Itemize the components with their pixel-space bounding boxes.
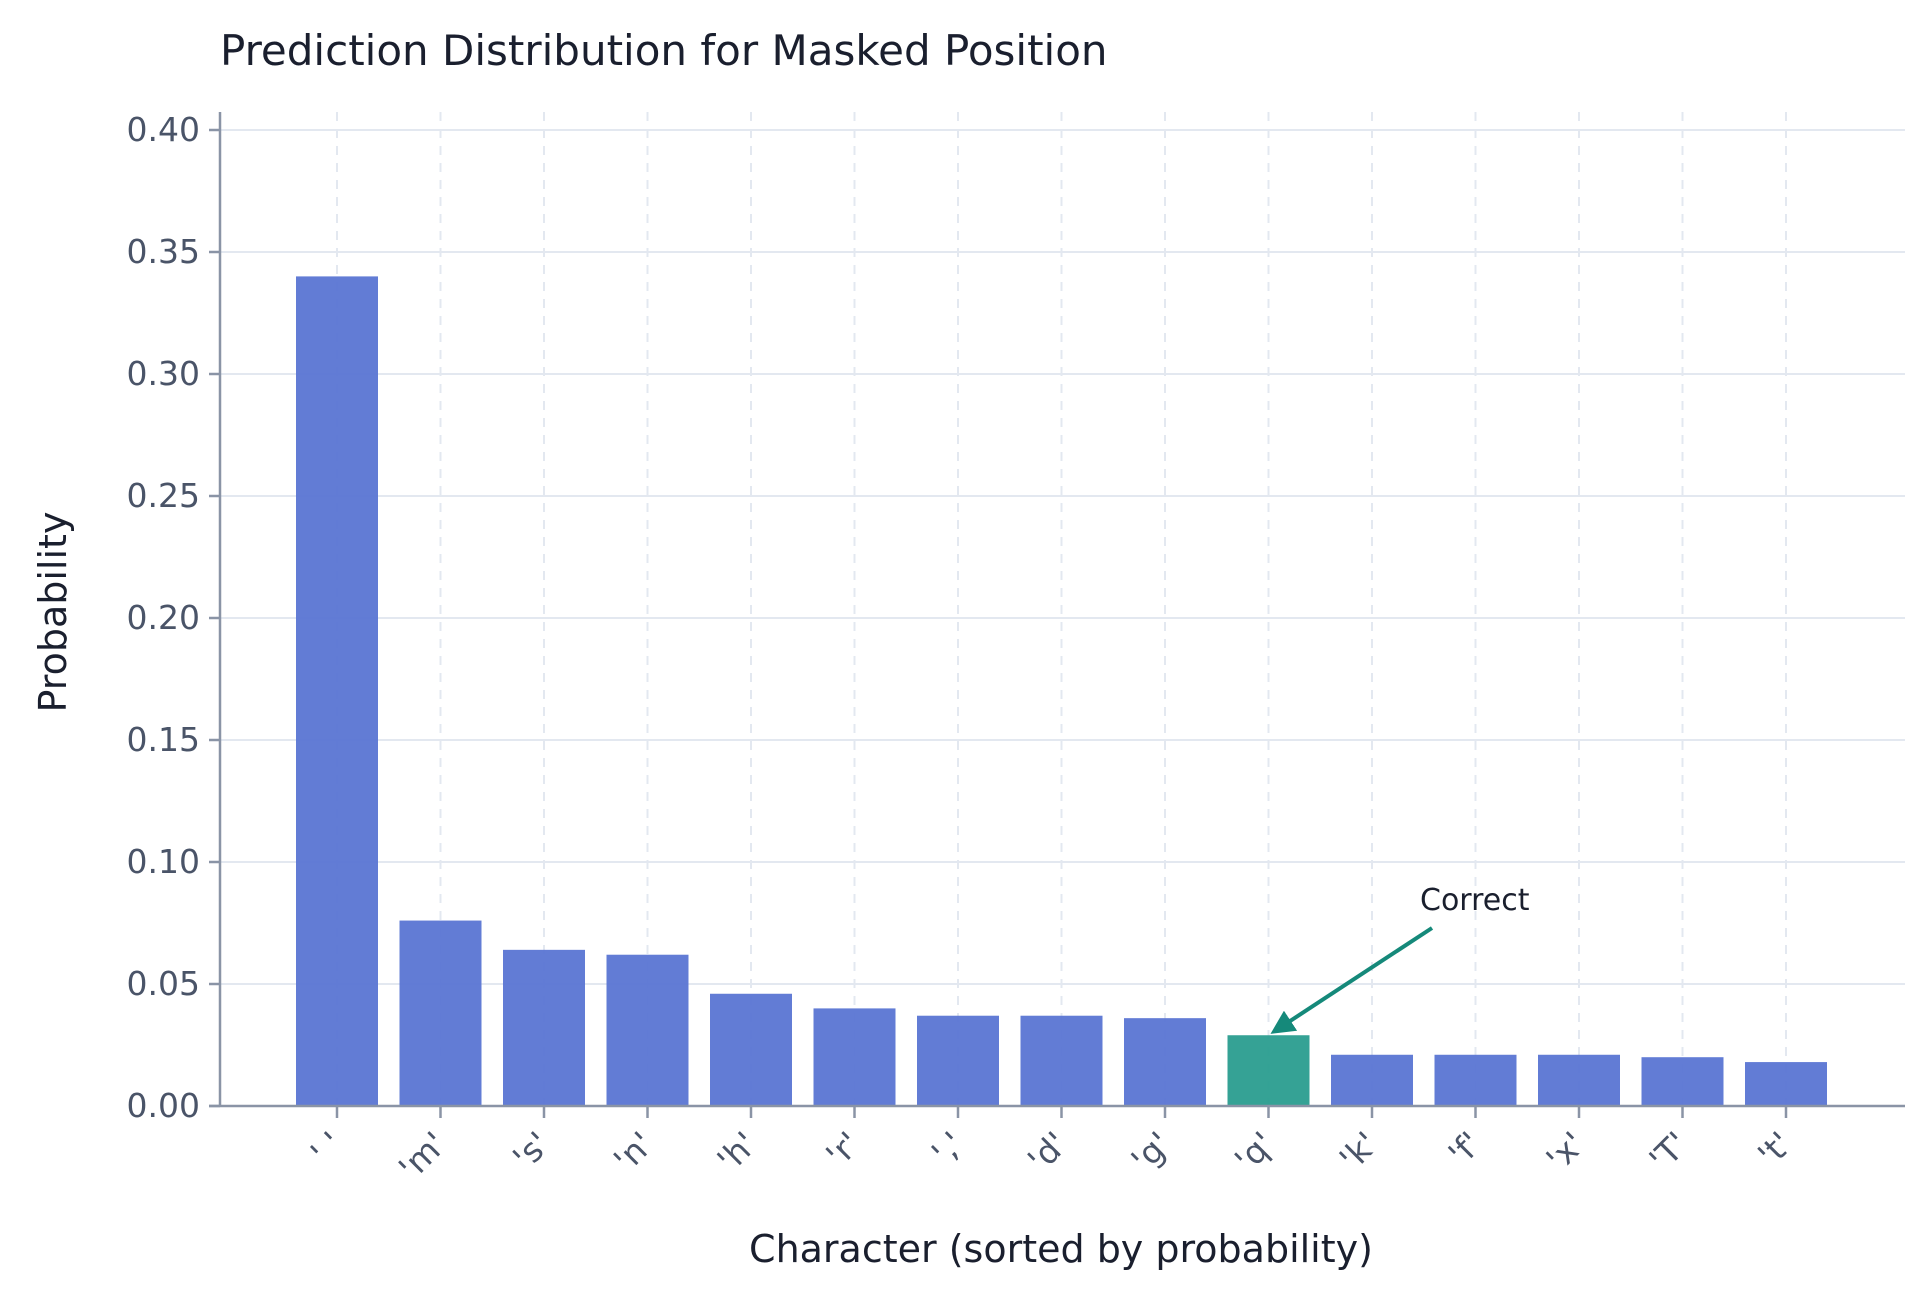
bar (606, 954, 689, 1106)
x-tick-label: 'k' (1332, 1124, 1386, 1178)
y-tick-label: 0.10 (127, 842, 200, 881)
x-tick-label: 'm' (391, 1124, 454, 1187)
y-tick-label: 0.20 (127, 598, 200, 637)
x-tick-label: ',' (924, 1124, 972, 1172)
x-tick-label: 'g' (1123, 1124, 1178, 1179)
y-axis-label: Probability (31, 512, 75, 713)
annotation-label: Correct (1420, 883, 1530, 918)
bar (1434, 1054, 1517, 1106)
x-tick-label: 'T' (1641, 1124, 1696, 1179)
bar (1331, 1054, 1413, 1106)
bar (917, 1015, 999, 1106)
y-tick-labels: 0.00 0.05 0.10 0.15 0.20 0.25 0.30 0.35 0.40 (127, 110, 200, 1125)
chart-title: Prediction Distribution for Masked Posit… (220, 26, 1108, 75)
y-tick-label: 0.30 (127, 354, 200, 393)
y-tick-label: 0.00 (127, 1086, 200, 1125)
x-tick-label: 'd' (1020, 1124, 1075, 1179)
x-tick-labels: ' ' 'm' 's' 'n' 'h' 'r' ',' 'd' 'g' 'q' 'k' 'f' 'x' '… (303, 1124, 1800, 1187)
axes (209, 112, 1905, 1118)
bar (399, 920, 482, 1106)
bar (710, 993, 792, 1106)
annotation-arrow (1270, 926, 1434, 1034)
x-tick-label: 'h' (709, 1124, 764, 1179)
bar (1641, 1057, 1724, 1106)
y-tick-label: 0.40 (127, 110, 200, 149)
bar (1538, 1054, 1620, 1106)
bar (813, 1008, 896, 1106)
y-tick-label: 0.15 (127, 720, 200, 759)
x-tick-label: 'f' (1441, 1124, 1490, 1173)
x-tick-label: 'r' (818, 1124, 868, 1174)
y-tick-label: 0.35 (127, 232, 200, 271)
bar (296, 276, 378, 1106)
x-tick-label: 't' (1750, 1124, 1800, 1174)
bar (503, 949, 585, 1106)
x-tick-label: 'q' (1227, 1124, 1282, 1179)
x-tick-label: 's' (505, 1124, 558, 1177)
x-axis-label: Character (sorted by probability) (749, 1227, 1373, 1271)
y-tick-label: 0.05 (127, 964, 200, 1003)
x-tick-label: 'x' (1538, 1124, 1592, 1178)
bar-correct (1227, 1035, 1310, 1106)
x-tick-label: ' ' (303, 1124, 351, 1172)
x-tick-label: 'n' (606, 1124, 661, 1179)
bar (1020, 1015, 1103, 1106)
bars (296, 276, 1827, 1106)
annotation: Correct (1270, 883, 1530, 1034)
grid-lines (220, 112, 1905, 1106)
bar (1124, 1018, 1206, 1106)
y-tick-label: 0.25 (127, 476, 200, 515)
bar (1745, 1062, 1827, 1106)
